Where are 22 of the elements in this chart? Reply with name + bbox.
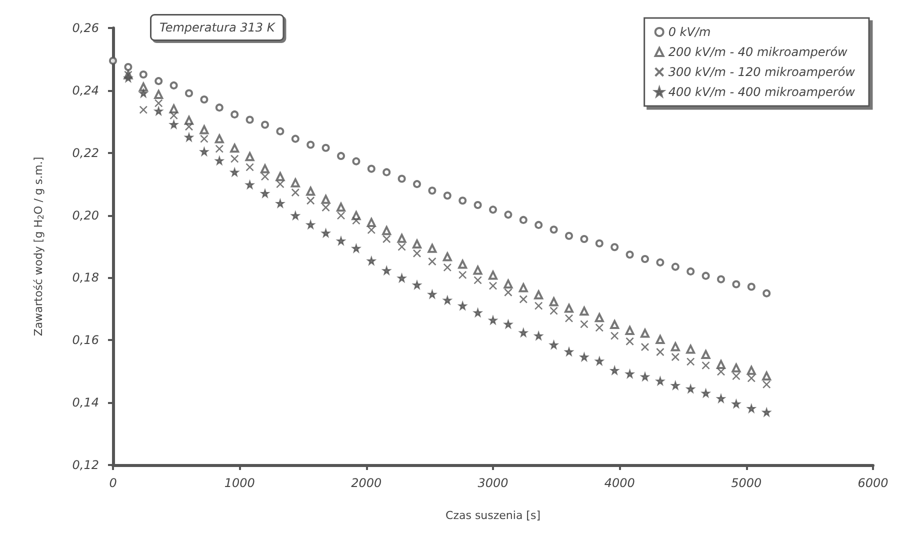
y-axis-title: Zawartość wody [g H2O / g s.m.]: [32, 156, 46, 336]
x-tick-label: 6000: [858, 476, 889, 490]
y-tick-label: 0,26: [72, 21, 100, 35]
legend-label: 300 kV/m - 120 mikroamperów: [668, 65, 856, 79]
legend-label: 200 kV/m - 40 mikroamperów: [668, 45, 848, 59]
x-tick-label: 1000: [224, 476, 256, 490]
x-tick-label: 0: [109, 476, 118, 490]
y-tick-label: 0,20: [72, 208, 100, 222]
x-tick-label: 2000: [351, 476, 382, 490]
x-tick-label: 5000: [731, 476, 762, 490]
y-tick-label: 0,14: [72, 396, 99, 410]
y-tick-label: 0,24: [72, 83, 99, 98]
y-tick-label: 0,12: [72, 458, 99, 472]
y-tick-label: 0,18: [72, 270, 100, 285]
x-tick-label: 4000: [604, 476, 636, 490]
legend-label: 0 kV/m: [668, 25, 711, 39]
x-axis-title: Czas suszenia [s]: [446, 509, 540, 522]
annotation: Temperatura 313 K: [160, 20, 276, 34]
y-tick-label: 0,22: [72, 146, 99, 160]
legend-label: 400 kV/m - 400 mikroamperów: [668, 85, 856, 99]
y-tick-label: 0,16: [72, 333, 100, 348]
x-tick-label: 3000: [478, 476, 509, 490]
